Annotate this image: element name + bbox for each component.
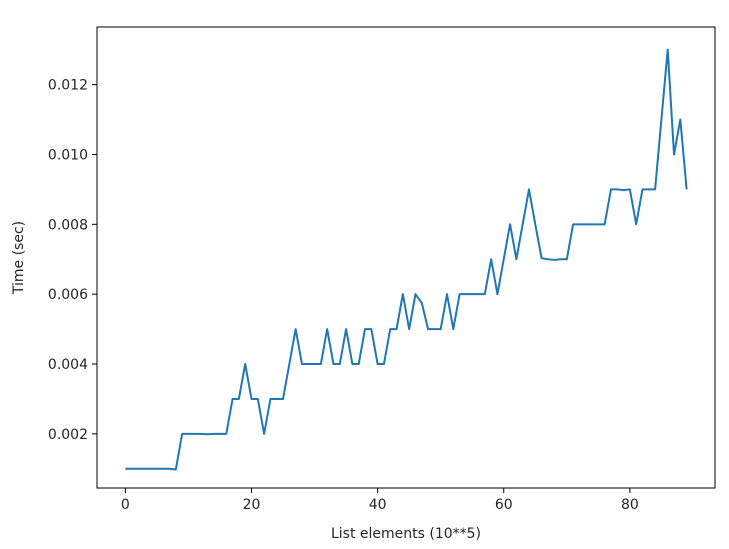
x-tick-label: 60 — [495, 497, 513, 513]
y-tick-label: 0.010 — [48, 147, 88, 163]
x-tick-label: 80 — [621, 497, 639, 513]
y-axis: 0.002 0.004 0.006 0.008 0.010 0.012 — [48, 78, 97, 443]
x-tick-label: 20 — [243, 497, 261, 513]
y-tick-label: 0.006 — [48, 287, 88, 303]
x-axis: 0 20 40 60 80 — [121, 488, 639, 513]
y-axis-label: Time (sec) — [11, 221, 27, 295]
y-tick-label: 0.012 — [48, 78, 88, 94]
x-tick-label: 0 — [121, 497, 130, 513]
y-tick-label: 0.002 — [48, 427, 88, 443]
y-tick-label: 0.008 — [48, 217, 88, 233]
x-tick-label: 40 — [369, 497, 387, 513]
x-axis-label: List elements (10**5) — [331, 526, 481, 542]
y-tick-label: 0.004 — [48, 357, 88, 373]
plot-frame — [96, 26, 716, 489]
series-line-0 — [125, 48, 688, 471]
plot-area — [125, 48, 688, 471]
